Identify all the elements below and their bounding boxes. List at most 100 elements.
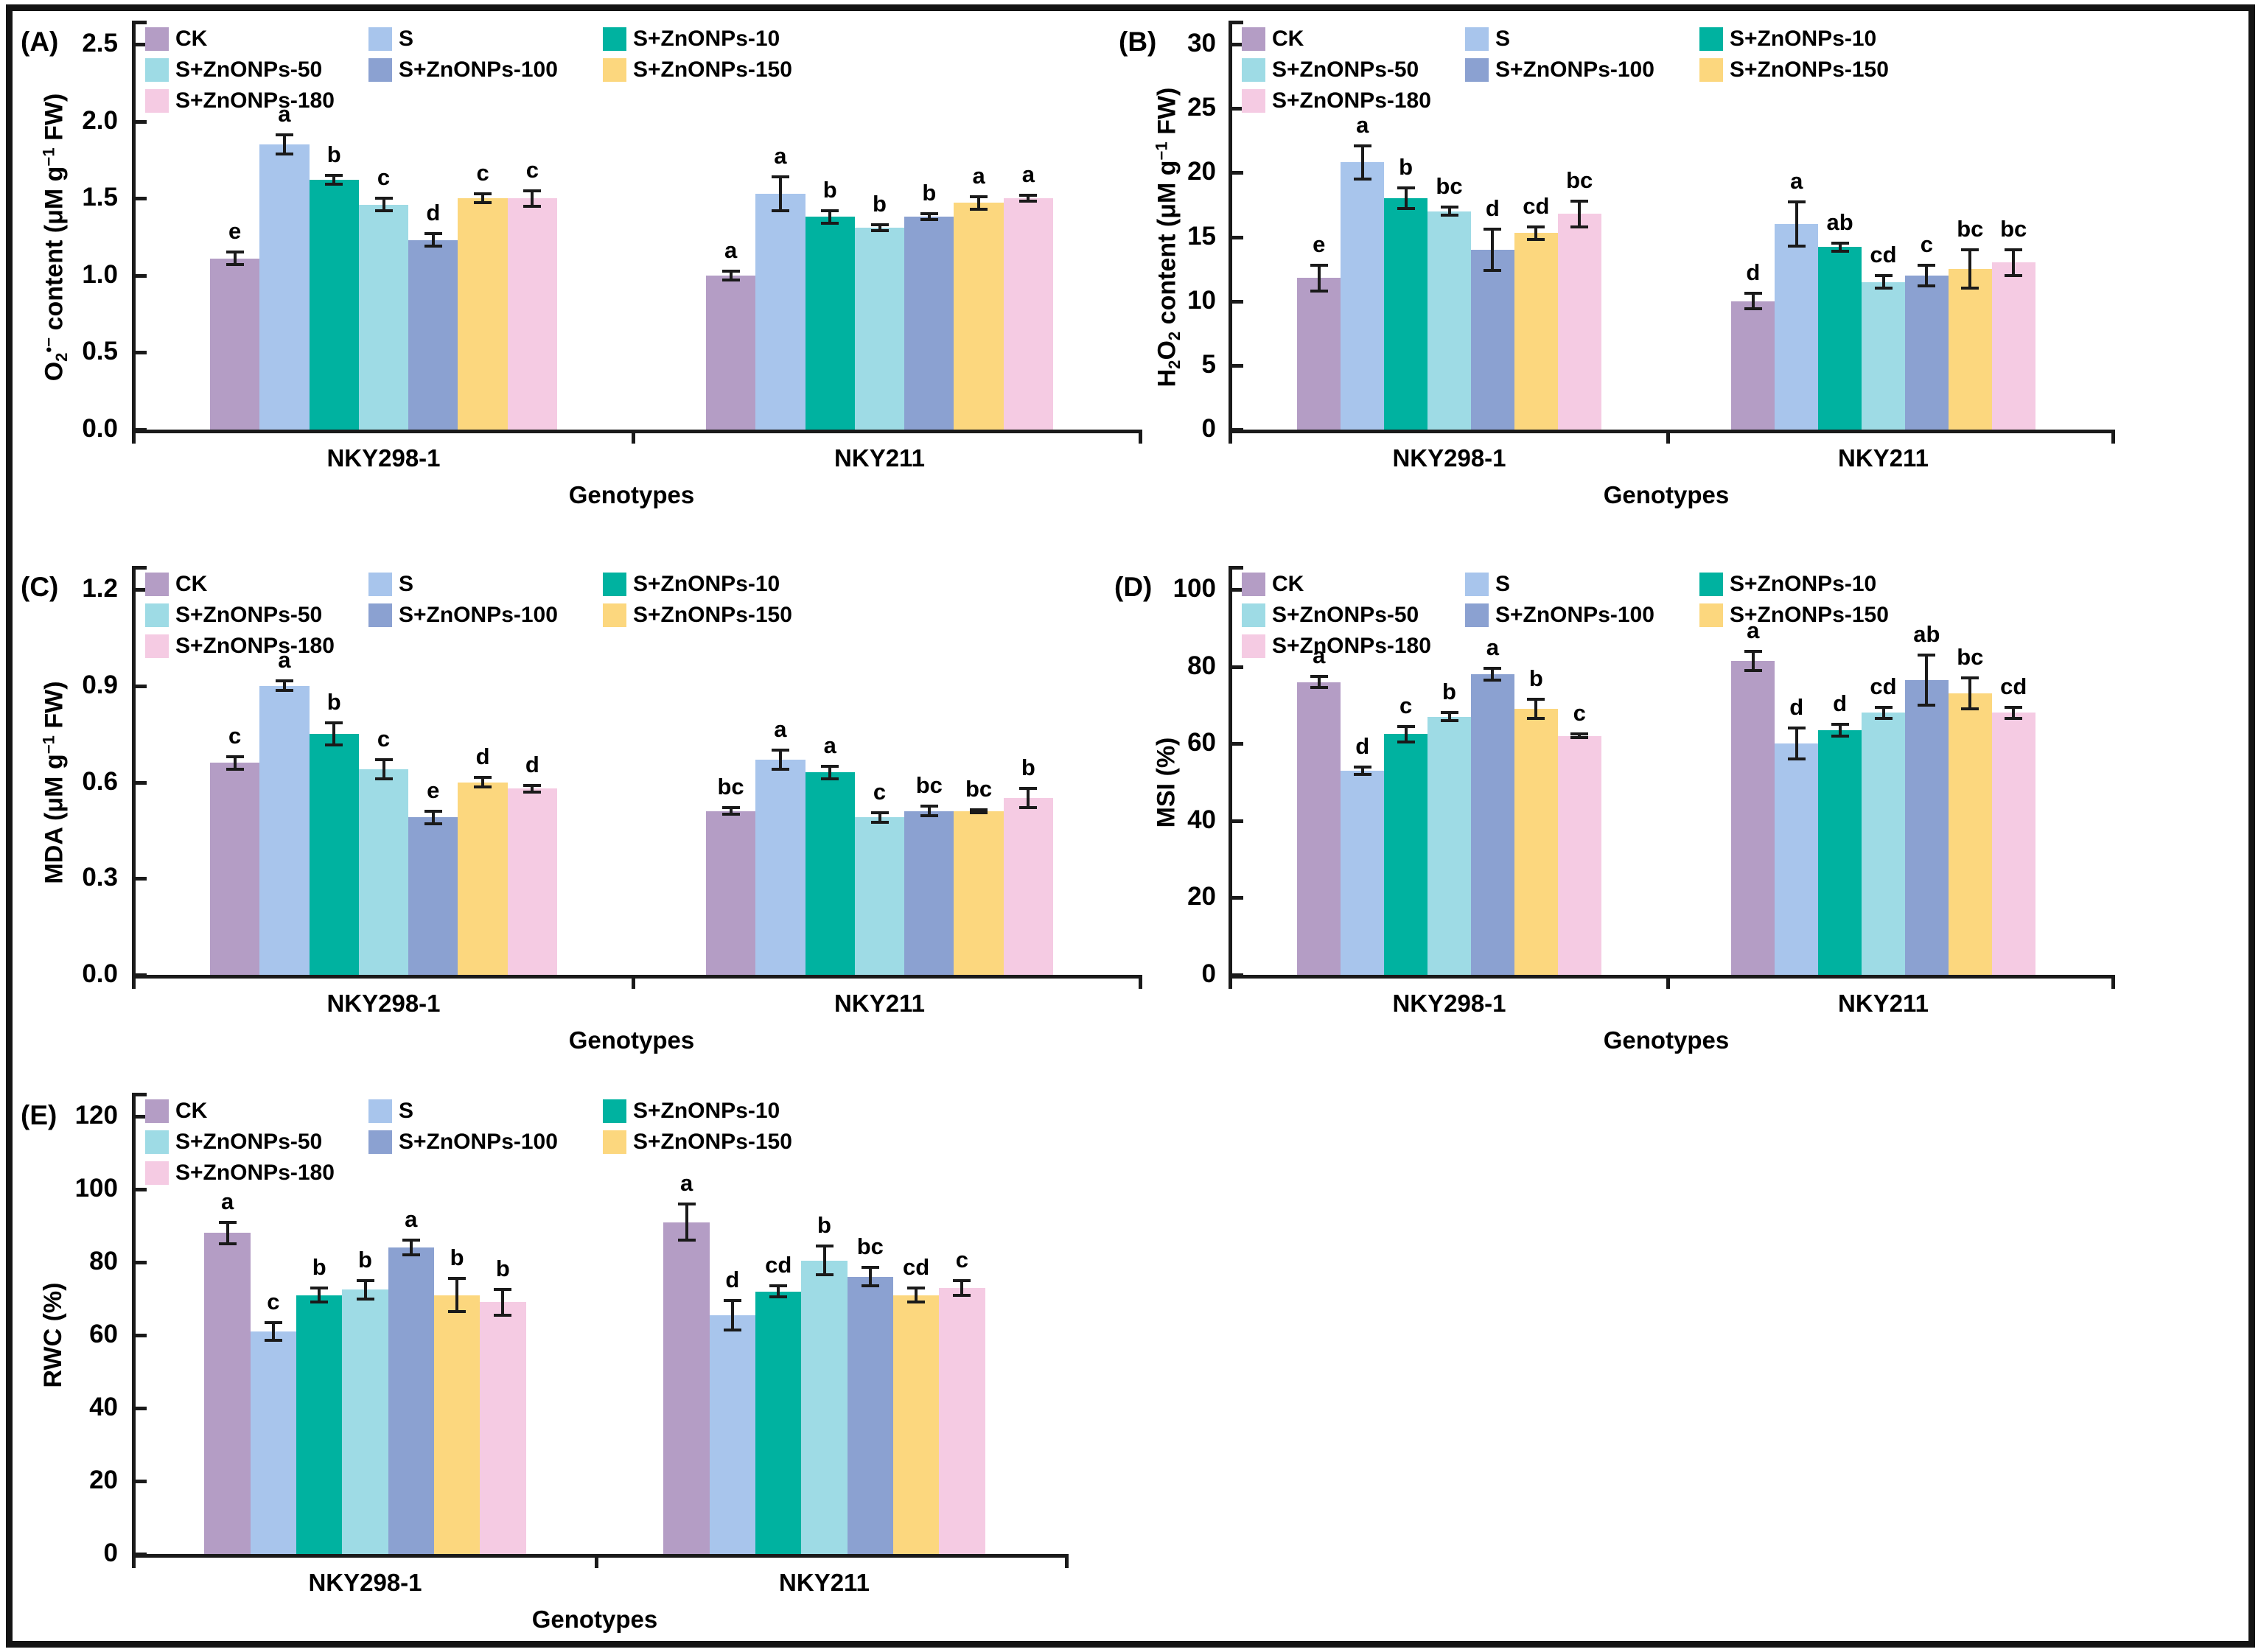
bar-S+ZnONPs-50-NKY298-1 — [1427, 211, 1471, 430]
error-bar-line — [777, 1286, 780, 1298]
legend-swatch — [368, 603, 392, 627]
bar-CK-NKY298-1 — [209, 258, 260, 430]
legend-item-S+ZnONPs-100: S+ZnONPs-100 — [368, 601, 558, 630]
significance-letter: a — [1356, 111, 1369, 138]
error-bar-cap-top — [1744, 649, 1762, 653]
legend-item-S+ZnONPs-180: S+ZnONPs-180 — [1242, 86, 1431, 116]
error-bar-line — [1751, 293, 1755, 309]
y-tick-mark — [1232, 107, 1243, 111]
bar-S+ZnONPs-100-NKY298-1 — [1470, 674, 1514, 975]
error-bar-line — [382, 759, 385, 780]
legend-item-S+ZnONPs-10: S+ZnONPs-10 — [1699, 24, 1876, 54]
y-tick-label: 10 — [1187, 285, 1216, 315]
y-tick-mark — [136, 877, 147, 881]
y-tick-label: 20 — [89, 1466, 118, 1494]
bar-S+ZnONPs-100-NKY211 — [1904, 275, 1949, 430]
legend-label: S+ZnONPs-180 — [175, 1161, 335, 1185]
error-bar-cap-top — [1484, 228, 1502, 231]
error-bar-line — [501, 1289, 505, 1315]
error-bar-cap-top — [815, 1244, 834, 1247]
error-bar-cap-top — [2005, 705, 2023, 709]
bar-S+ZnONPs-50-NKY211 — [854, 227, 905, 430]
significance-letter: c — [525, 156, 539, 183]
error-bar-cap-top — [448, 1277, 466, 1281]
legend-item-S: S — [1465, 570, 1510, 599]
y-tick-mark — [1232, 171, 1243, 175]
legend-item-S+ZnONPs-10: S+ZnONPs-10 — [603, 1096, 780, 1126]
significance-letter: cd — [903, 1253, 930, 1280]
x-tick-mark — [132, 1558, 136, 1568]
x-axis-line — [1229, 430, 2115, 433]
bar-CK-NKY211 — [663, 1222, 710, 1554]
significance-letter: bc — [1957, 215, 1984, 242]
error-bar-line — [1447, 207, 1451, 215]
error-bar-cap-bottom — [226, 768, 244, 771]
bar-S+ZnONPs-180-NKY298-1 — [1557, 735, 1601, 975]
y-tick-mark — [136, 684, 147, 688]
y-tick-mark — [136, 780, 147, 785]
error-bar-cap-top — [771, 748, 789, 752]
error-bar-line — [729, 270, 733, 281]
error-bar-line — [481, 777, 485, 788]
legend-swatch — [368, 1130, 392, 1154]
bar-S+ZnONPs-10-NKY211 — [805, 772, 855, 975]
legend-label: S — [1495, 572, 1511, 596]
legend-item-S: S — [368, 570, 413, 599]
error-bar-cap-top — [1484, 667, 1502, 671]
error-bar-line — [828, 210, 832, 223]
y-tick-label: 60 — [1187, 728, 1216, 757]
bar-S+ZnONPs-50-NKY298-1 — [1427, 716, 1471, 975]
y-tick-label: 0.5 — [82, 337, 118, 366]
significance-letter: ab — [1913, 620, 1940, 647]
significance-letter: d — [1833, 690, 1848, 717]
bar-S+ZnONPs-100-NKY211 — [847, 1276, 893, 1554]
error-bar-cap-top — [1744, 292, 1762, 295]
y-tick-mark — [136, 43, 147, 46]
error-bar-line — [878, 224, 881, 231]
legend-swatch — [368, 573, 392, 596]
legend-label: S+ZnONPs-100 — [1495, 57, 1654, 82]
y-tick-mark — [136, 273, 147, 278]
y-tick-label: 0.9 — [82, 670, 118, 699]
x-tick-mark — [1666, 979, 1670, 989]
error-bar-cap-bottom — [970, 207, 988, 211]
error-bar-cap-top — [1397, 724, 1415, 728]
y-tick-mark — [1232, 235, 1243, 239]
bar-S+ZnONPs-150-NKY211 — [954, 203, 1004, 430]
bar-S-NKY211 — [755, 193, 805, 430]
legend-label: S+ZnONPs-150 — [1730, 603, 1889, 627]
significance-letter: b — [450, 1245, 464, 1271]
y-tick-mark — [136, 351, 147, 355]
error-bar-cap-top — [821, 209, 839, 212]
y-axis-top-cap — [132, 566, 147, 570]
error-bar-line — [2012, 249, 2016, 276]
error-bar-cap-top — [1353, 144, 1371, 147]
legend-label: S+ZnONPs-180 — [1272, 88, 1431, 113]
legend-swatch — [145, 27, 169, 51]
legend-swatch — [1242, 58, 1265, 82]
significance-letter: b — [1528, 665, 1543, 692]
legend-label: S+ZnONPs-100 — [399, 57, 558, 82]
error-bar-line — [977, 197, 981, 209]
legend-label: CK — [175, 1099, 208, 1123]
panel-letter: (D) — [1114, 572, 1153, 602]
error-bar-cap-bottom — [771, 768, 789, 771]
y-tick-mark — [136, 1334, 147, 1337]
error-bar-line — [915, 1287, 918, 1303]
significance-letter: d — [475, 743, 490, 769]
y-tick-label: 0 — [1201, 959, 1216, 988]
x-axis-line — [132, 430, 1142, 433]
y-tick-mark — [1232, 299, 1243, 304]
x-group-label-NKY211: NKY211 — [834, 990, 925, 1017]
legend-swatch — [1465, 58, 1489, 82]
error-bar-cap-top — [953, 1278, 971, 1282]
x-group-label-NKY298-1: NKY298-1 — [1392, 444, 1506, 472]
y-tick-label: 1.0 — [82, 259, 118, 289]
y-tick-mark — [1232, 363, 1243, 368]
error-bar-cap-top — [920, 212, 938, 216]
x-axis-title: Genotypes — [568, 481, 695, 508]
legend-label: S+ZnONPs-100 — [1495, 603, 1654, 627]
error-bar-line — [1404, 726, 1408, 742]
